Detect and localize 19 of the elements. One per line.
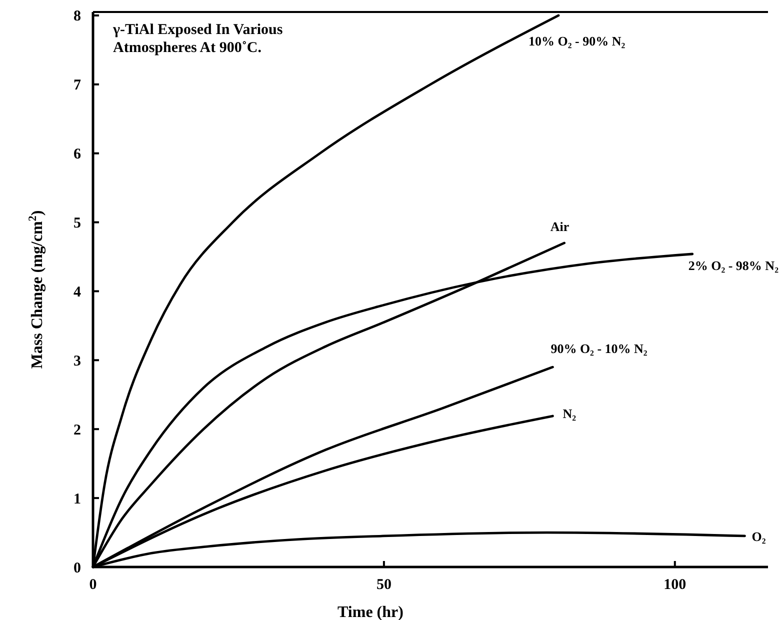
series-label: O₂: [752, 528, 766, 544]
y-tick-label: 1: [74, 491, 81, 508]
x-tick-label: 50: [376, 577, 392, 593]
series-label: Air: [550, 218, 570, 234]
text: γ-TiAl Exposed In Various Atmospheres At 900˚C.: [112, 22, 283, 56]
series-label: 10% O₂ - 90% N₂: [528, 33, 626, 48]
y-tick-label: 5: [74, 216, 81, 232]
x-tick-label: 0: [89, 577, 97, 593]
y-tick-label: 7: [74, 78, 82, 94]
series-label: 90% O₂ - 10% N₂: [550, 341, 648, 356]
y-tick-label: 0: [74, 560, 81, 576]
series-label: N₂: [562, 406, 576, 422]
y-tick-label: 4: [74, 284, 82, 300]
y-tick-label: 3: [74, 353, 81, 370]
x-tick-label: 100: [664, 577, 686, 593]
y-tick-label: 6: [74, 146, 82, 163]
y-tick-label: 8: [74, 8, 81, 25]
y-tick-label: 2: [74, 422, 81, 438]
series-label: 2% O₂ - 98% N₂: [688, 258, 779, 273]
